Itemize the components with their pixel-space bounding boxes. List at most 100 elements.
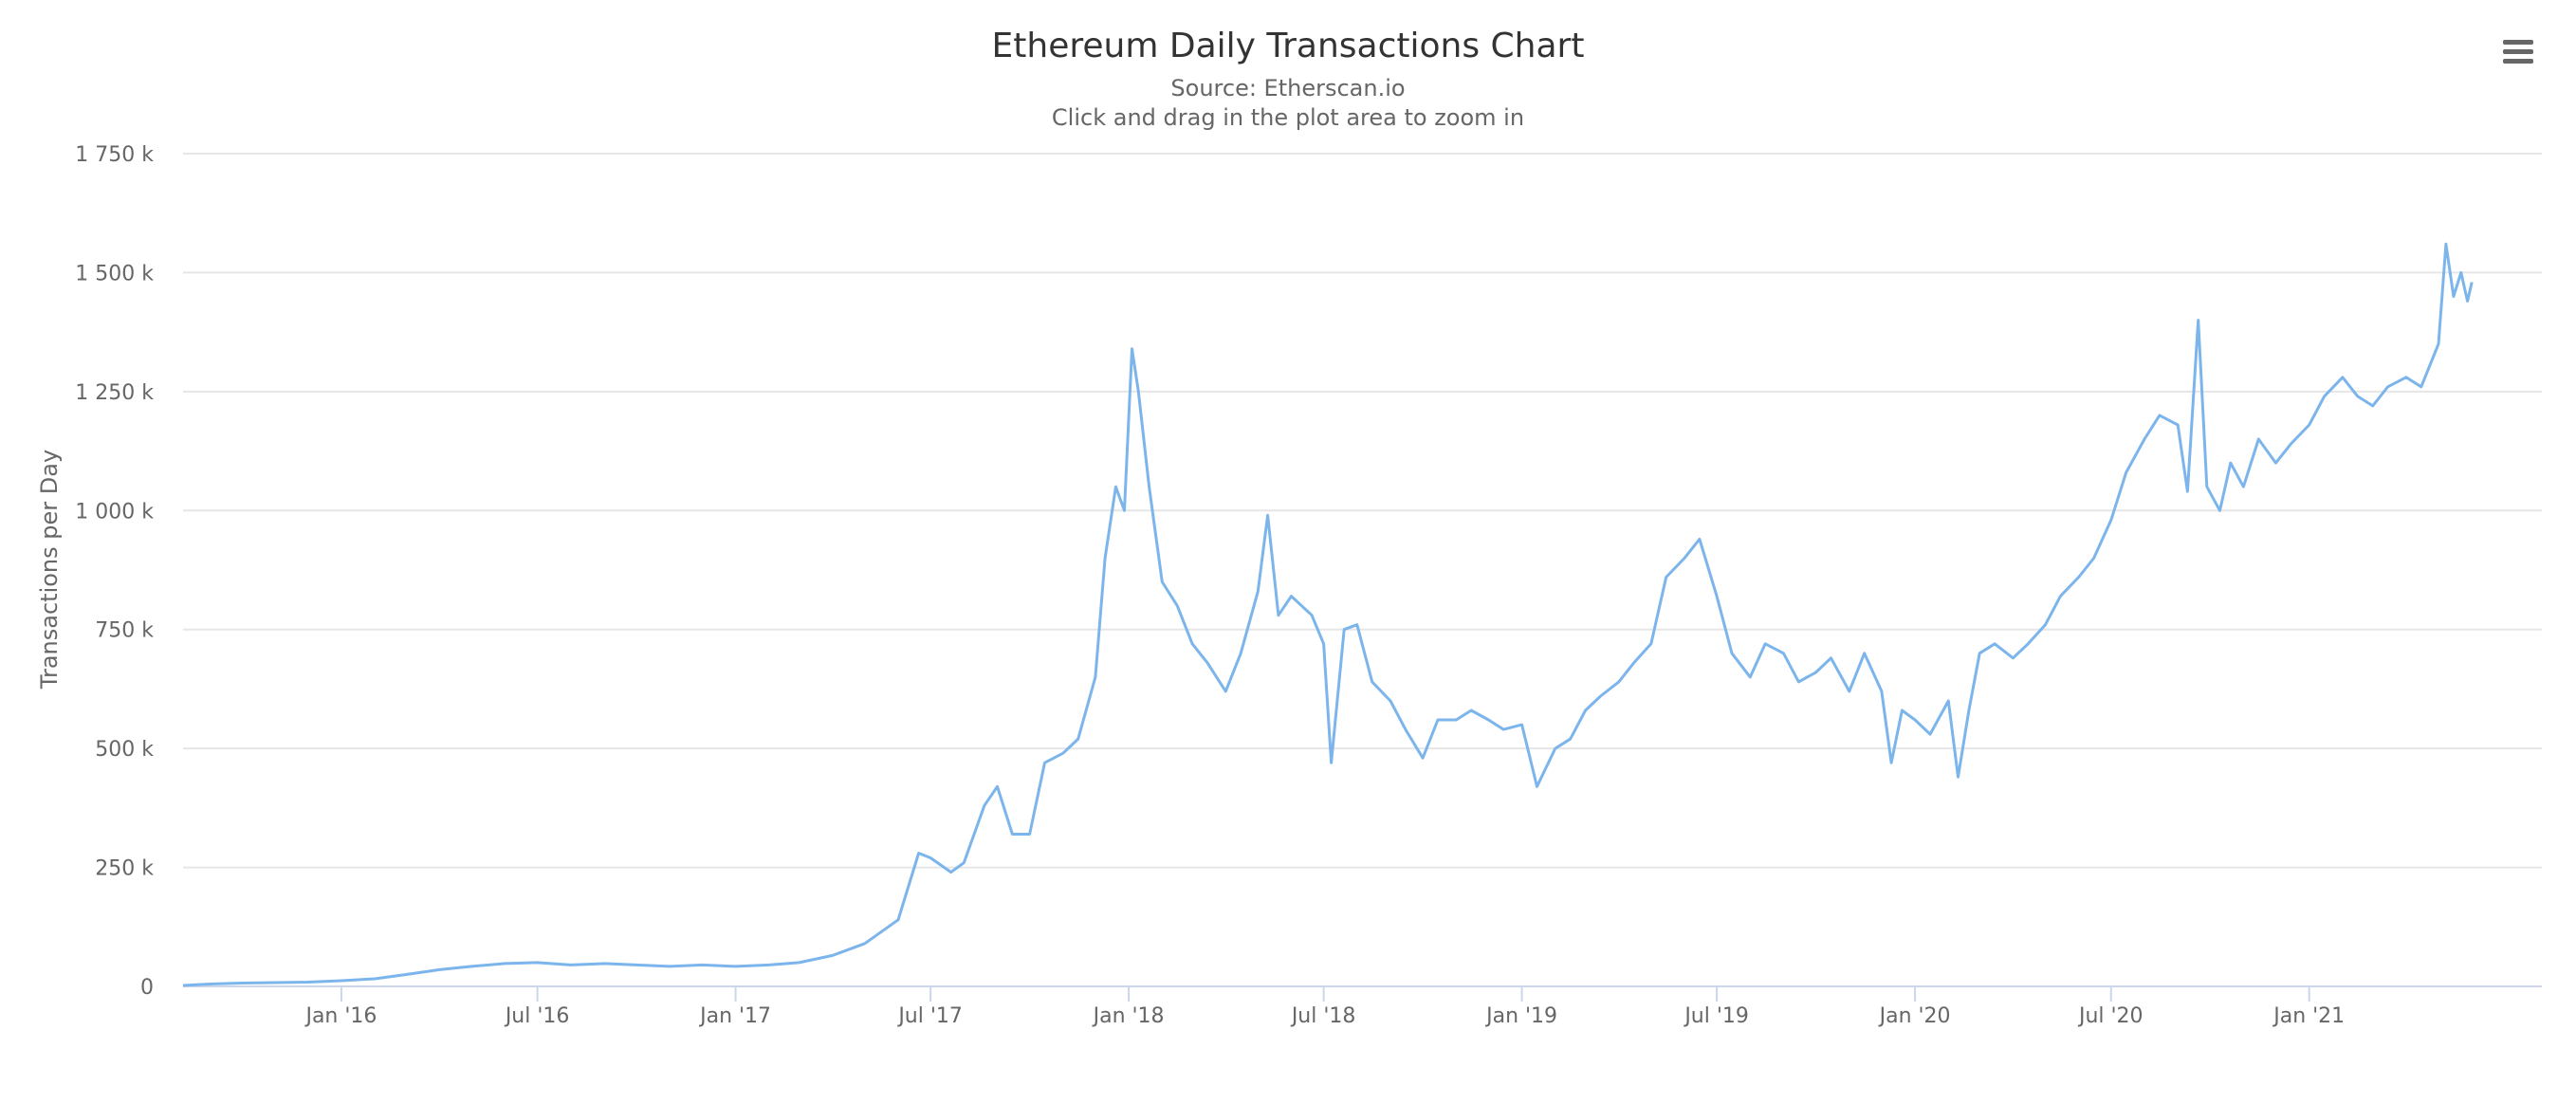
data-point[interactable] — [1205, 660, 1210, 666]
data-point[interactable] — [667, 964, 672, 969]
data-point[interactable] — [982, 802, 987, 808]
data-point[interactable] — [2204, 484, 2210, 489]
data-point[interactable] — [273, 980, 279, 985]
data-point[interactable] — [1992, 641, 1997, 647]
data-point[interactable] — [2240, 484, 2246, 489]
data-point[interactable] — [995, 783, 1001, 789]
data-point[interactable] — [207, 982, 212, 987]
data-point[interactable] — [1403, 727, 1408, 732]
data-point[interactable] — [1598, 693, 1604, 699]
data-point[interactable] — [1664, 575, 1669, 580]
data-point[interactable] — [2443, 241, 2449, 247]
data-point[interactable] — [766, 962, 772, 967]
data-point[interactable] — [1223, 689, 1228, 694]
data-point[interactable] — [2025, 641, 2031, 647]
data-point[interactable] — [1370, 679, 1375, 685]
data-point[interactable] — [2157, 413, 2162, 418]
data-point[interactable] — [1977, 651, 1982, 656]
data-point[interactable] — [2419, 384, 2424, 390]
data-point[interactable] — [2142, 436, 2147, 442]
data-point[interactable] — [2465, 299, 2471, 304]
data-point[interactable] — [1122, 507, 1128, 513]
data-point[interactable] — [1862, 651, 1868, 656]
data-point[interactable] — [1747, 674, 1753, 680]
data-point[interactable] — [1553, 745, 1558, 751]
data-point[interactable] — [2385, 384, 2391, 390]
data-point[interactable] — [733, 964, 739, 969]
data-point[interactable] — [1697, 536, 1702, 542]
data-point[interactable] — [2010, 655, 2015, 661]
data-point[interactable] — [2451, 294, 2456, 300]
data-point[interactable] — [1966, 708, 1972, 713]
data-point[interactable] — [1535, 783, 1540, 789]
data-point[interactable] — [961, 860, 966, 866]
data-point[interactable] — [1568, 736, 1573, 742]
data-point[interactable] — [240, 981, 246, 986]
data-point[interactable] — [2370, 403, 2376, 409]
data-point[interactable] — [2217, 507, 2223, 513]
data-point[interactable] — [305, 980, 311, 985]
data-point[interactable] — [1276, 613, 1281, 618]
data-point[interactable] — [1795, 679, 1801, 685]
data-point[interactable] — [1631, 660, 1637, 666]
data-point[interactable] — [2255, 436, 2261, 442]
data-point[interactable] — [372, 976, 377, 982]
data-point[interactable] — [699, 962, 705, 967]
data-point[interactable] — [1912, 717, 1918, 723]
data-point[interactable] — [1321, 641, 1327, 647]
data-point[interactable] — [1956, 774, 1961, 780]
data-point[interactable] — [2057, 594, 2063, 599]
data-point[interactable] — [634, 962, 639, 967]
hamburger-menu-icon[interactable] — [2496, 36, 2538, 70]
data-point[interactable] — [1781, 651, 1787, 656]
data-point[interactable] — [2076, 575, 2082, 580]
data-point[interactable] — [503, 961, 508, 966]
data-point[interactable] — [928, 856, 933, 861]
data-point[interactable] — [1927, 731, 1933, 737]
data-point[interactable] — [2436, 341, 2441, 347]
data-point[interactable] — [862, 941, 868, 947]
data-point[interactable] — [403, 972, 409, 978]
data-point[interactable] — [1847, 689, 1852, 694]
data-point[interactable] — [1076, 736, 1081, 742]
data-point[interactable] — [2184, 488, 2190, 494]
data-point[interactable] — [1762, 641, 1768, 647]
data-point[interactable] — [1453, 717, 1459, 723]
data-point[interactable] — [1255, 589, 1260, 595]
data-point[interactable] — [2355, 394, 2361, 399]
data-point[interactable] — [1189, 641, 1195, 647]
series-line-0[interactable] — [182, 242, 2474, 987]
data-point[interactable] — [895, 917, 901, 923]
data-point[interactable] — [1009, 832, 1015, 837]
data-point[interactable] — [1519, 722, 1525, 727]
data-point[interactable] — [1102, 556, 1108, 561]
data-point[interactable] — [2196, 318, 2201, 323]
data-point[interactable] — [1583, 708, 1589, 713]
data-point[interactable] — [2228, 460, 2234, 466]
data-point[interactable] — [1130, 346, 1135, 352]
data-point[interactable] — [1945, 698, 1951, 704]
data-point[interactable] — [797, 960, 802, 966]
data-point[interactable] — [1174, 603, 1180, 609]
data-point[interactable] — [948, 870, 954, 875]
data-point[interactable] — [2469, 280, 2475, 285]
data-point[interactable] — [2340, 375, 2346, 380]
data-point[interactable] — [2403, 375, 2409, 380]
data-point[interactable] — [1616, 679, 1622, 685]
data-point[interactable] — [2124, 469, 2129, 475]
data-point[interactable] — [1468, 708, 1474, 713]
data-point[interactable] — [469, 964, 474, 969]
data-point[interactable] — [1060, 750, 1066, 756]
plot-area[interactable] — [180, 241, 2475, 988]
data-point[interactable] — [916, 851, 922, 856]
data-point[interactable] — [1500, 727, 1506, 732]
data-point[interactable] — [2273, 460, 2279, 466]
data-point[interactable] — [1113, 484, 1118, 489]
data-point[interactable] — [1729, 651, 1735, 656]
data-point[interactable] — [1888, 760, 1894, 765]
data-point[interactable] — [1309, 613, 1315, 618]
data-point[interactable] — [1682, 556, 1687, 561]
data-point[interactable] — [1388, 698, 1393, 704]
data-point[interactable] — [2175, 422, 2180, 428]
